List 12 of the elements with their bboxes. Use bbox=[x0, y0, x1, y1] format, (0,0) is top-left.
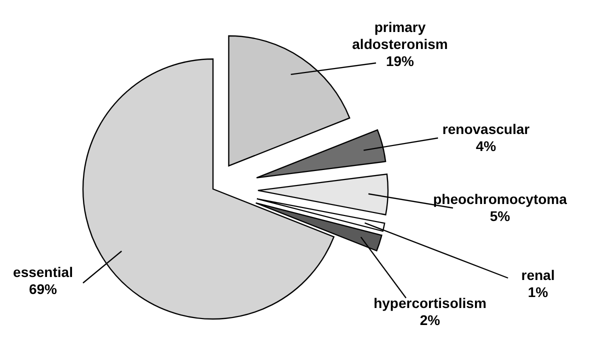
slice-label: primary aldosteronism bbox=[352, 19, 448, 52]
data-label: 69% bbox=[28, 281, 58, 297]
data-label: 1% bbox=[528, 284, 549, 300]
slice-label: essential bbox=[13, 264, 73, 280]
data-label: 19% bbox=[386, 53, 415, 69]
data-label: 4% bbox=[476, 138, 497, 154]
data-label: 2% bbox=[420, 312, 441, 328]
slice-label: renovascular bbox=[442, 121, 530, 137]
slice-label: renal bbox=[521, 267, 555, 283]
slice-label: pheochromocytoma bbox=[433, 191, 568, 207]
data-label: 5% bbox=[490, 208, 511, 224]
slice-label: hypercortisolism bbox=[374, 295, 486, 311]
